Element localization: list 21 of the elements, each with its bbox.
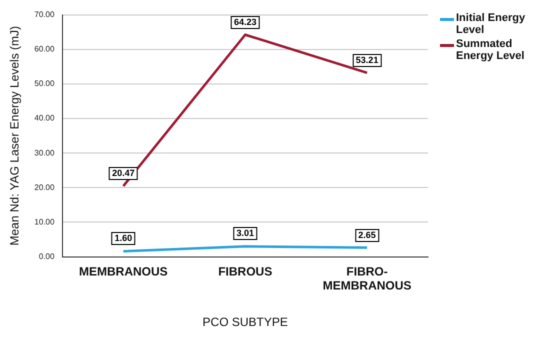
- data-label: 20.47: [109, 167, 138, 180]
- x-tick-label: MEMBRANOUS: [79, 264, 168, 278]
- y-tick-label: 40.00: [34, 114, 55, 123]
- y-tick-label: 30.00: [34, 148, 55, 158]
- legend-label: Summated Energy Level: [456, 38, 526, 62]
- y-tick-label: 50.00: [34, 79, 55, 88]
- y-tick-label: 10.00: [34, 217, 55, 226]
- x-axis-title: PCO SUBTYPE: [202, 315, 288, 330]
- y-tick-label: 60.00: [34, 44, 55, 54]
- y-axis-title: Mean Nd: YAG Laser Energy Levels (mJ): [8, 26, 22, 246]
- y-tick-label: 20.00: [34, 182, 55, 192]
- data-label: 64.23: [230, 16, 260, 29]
- x-tick-label: FIBROUS: [218, 264, 272, 278]
- y-tick-label: 70.00: [34, 10, 55, 20]
- x-tick-label: FIBRO-MEMBRANOUS: [322, 264, 412, 293]
- data-label: 2.65: [355, 228, 379, 242]
- legend-label: Initial Energy Level: [456, 12, 526, 36]
- data-label: 3.01: [233, 227, 257, 240]
- data-label: 1.60: [112, 232, 136, 246]
- data-label: 53.21: [352, 54, 382, 67]
- y-tick-label: 0.00: [38, 252, 55, 262]
